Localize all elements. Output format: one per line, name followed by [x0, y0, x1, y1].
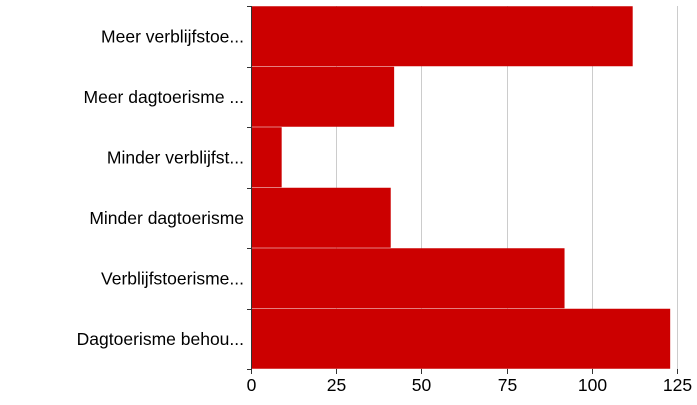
category-label: Verblijfstoerisme...	[101, 268, 244, 288]
category-label: Meer verblijfstoe...	[101, 26, 244, 46]
bar	[251, 6, 633, 67]
x-tick-label: 50	[412, 375, 432, 395]
bar	[251, 187, 391, 248]
bar	[251, 66, 395, 127]
bar	[251, 308, 671, 369]
bar	[251, 127, 282, 188]
gridlines	[336, 6, 678, 369]
x-tick-label: 125	[663, 375, 692, 395]
axes	[247, 6, 678, 374]
bars	[251, 6, 671, 369]
category-label: Meer dagtoerisme ...	[84, 87, 244, 107]
x-tick-label: 25	[327, 375, 346, 395]
x-tick-label: 100	[578, 375, 607, 395]
category-labels: Meer verblijfstoe... Meer dagtoerisme ...…	[77, 26, 244, 349]
x-tick-label: 0	[247, 375, 257, 395]
x-tick-label: 75	[498, 375, 517, 395]
category-label: Dagtoerisme behou...	[77, 329, 244, 349]
category-label: Minder dagtoerisme	[89, 208, 244, 228]
x-tick-labels: 0 25 50 75 100 125	[247, 375, 692, 395]
category-label: Minder verblijfst...	[107, 147, 244, 167]
bar	[251, 248, 565, 309]
